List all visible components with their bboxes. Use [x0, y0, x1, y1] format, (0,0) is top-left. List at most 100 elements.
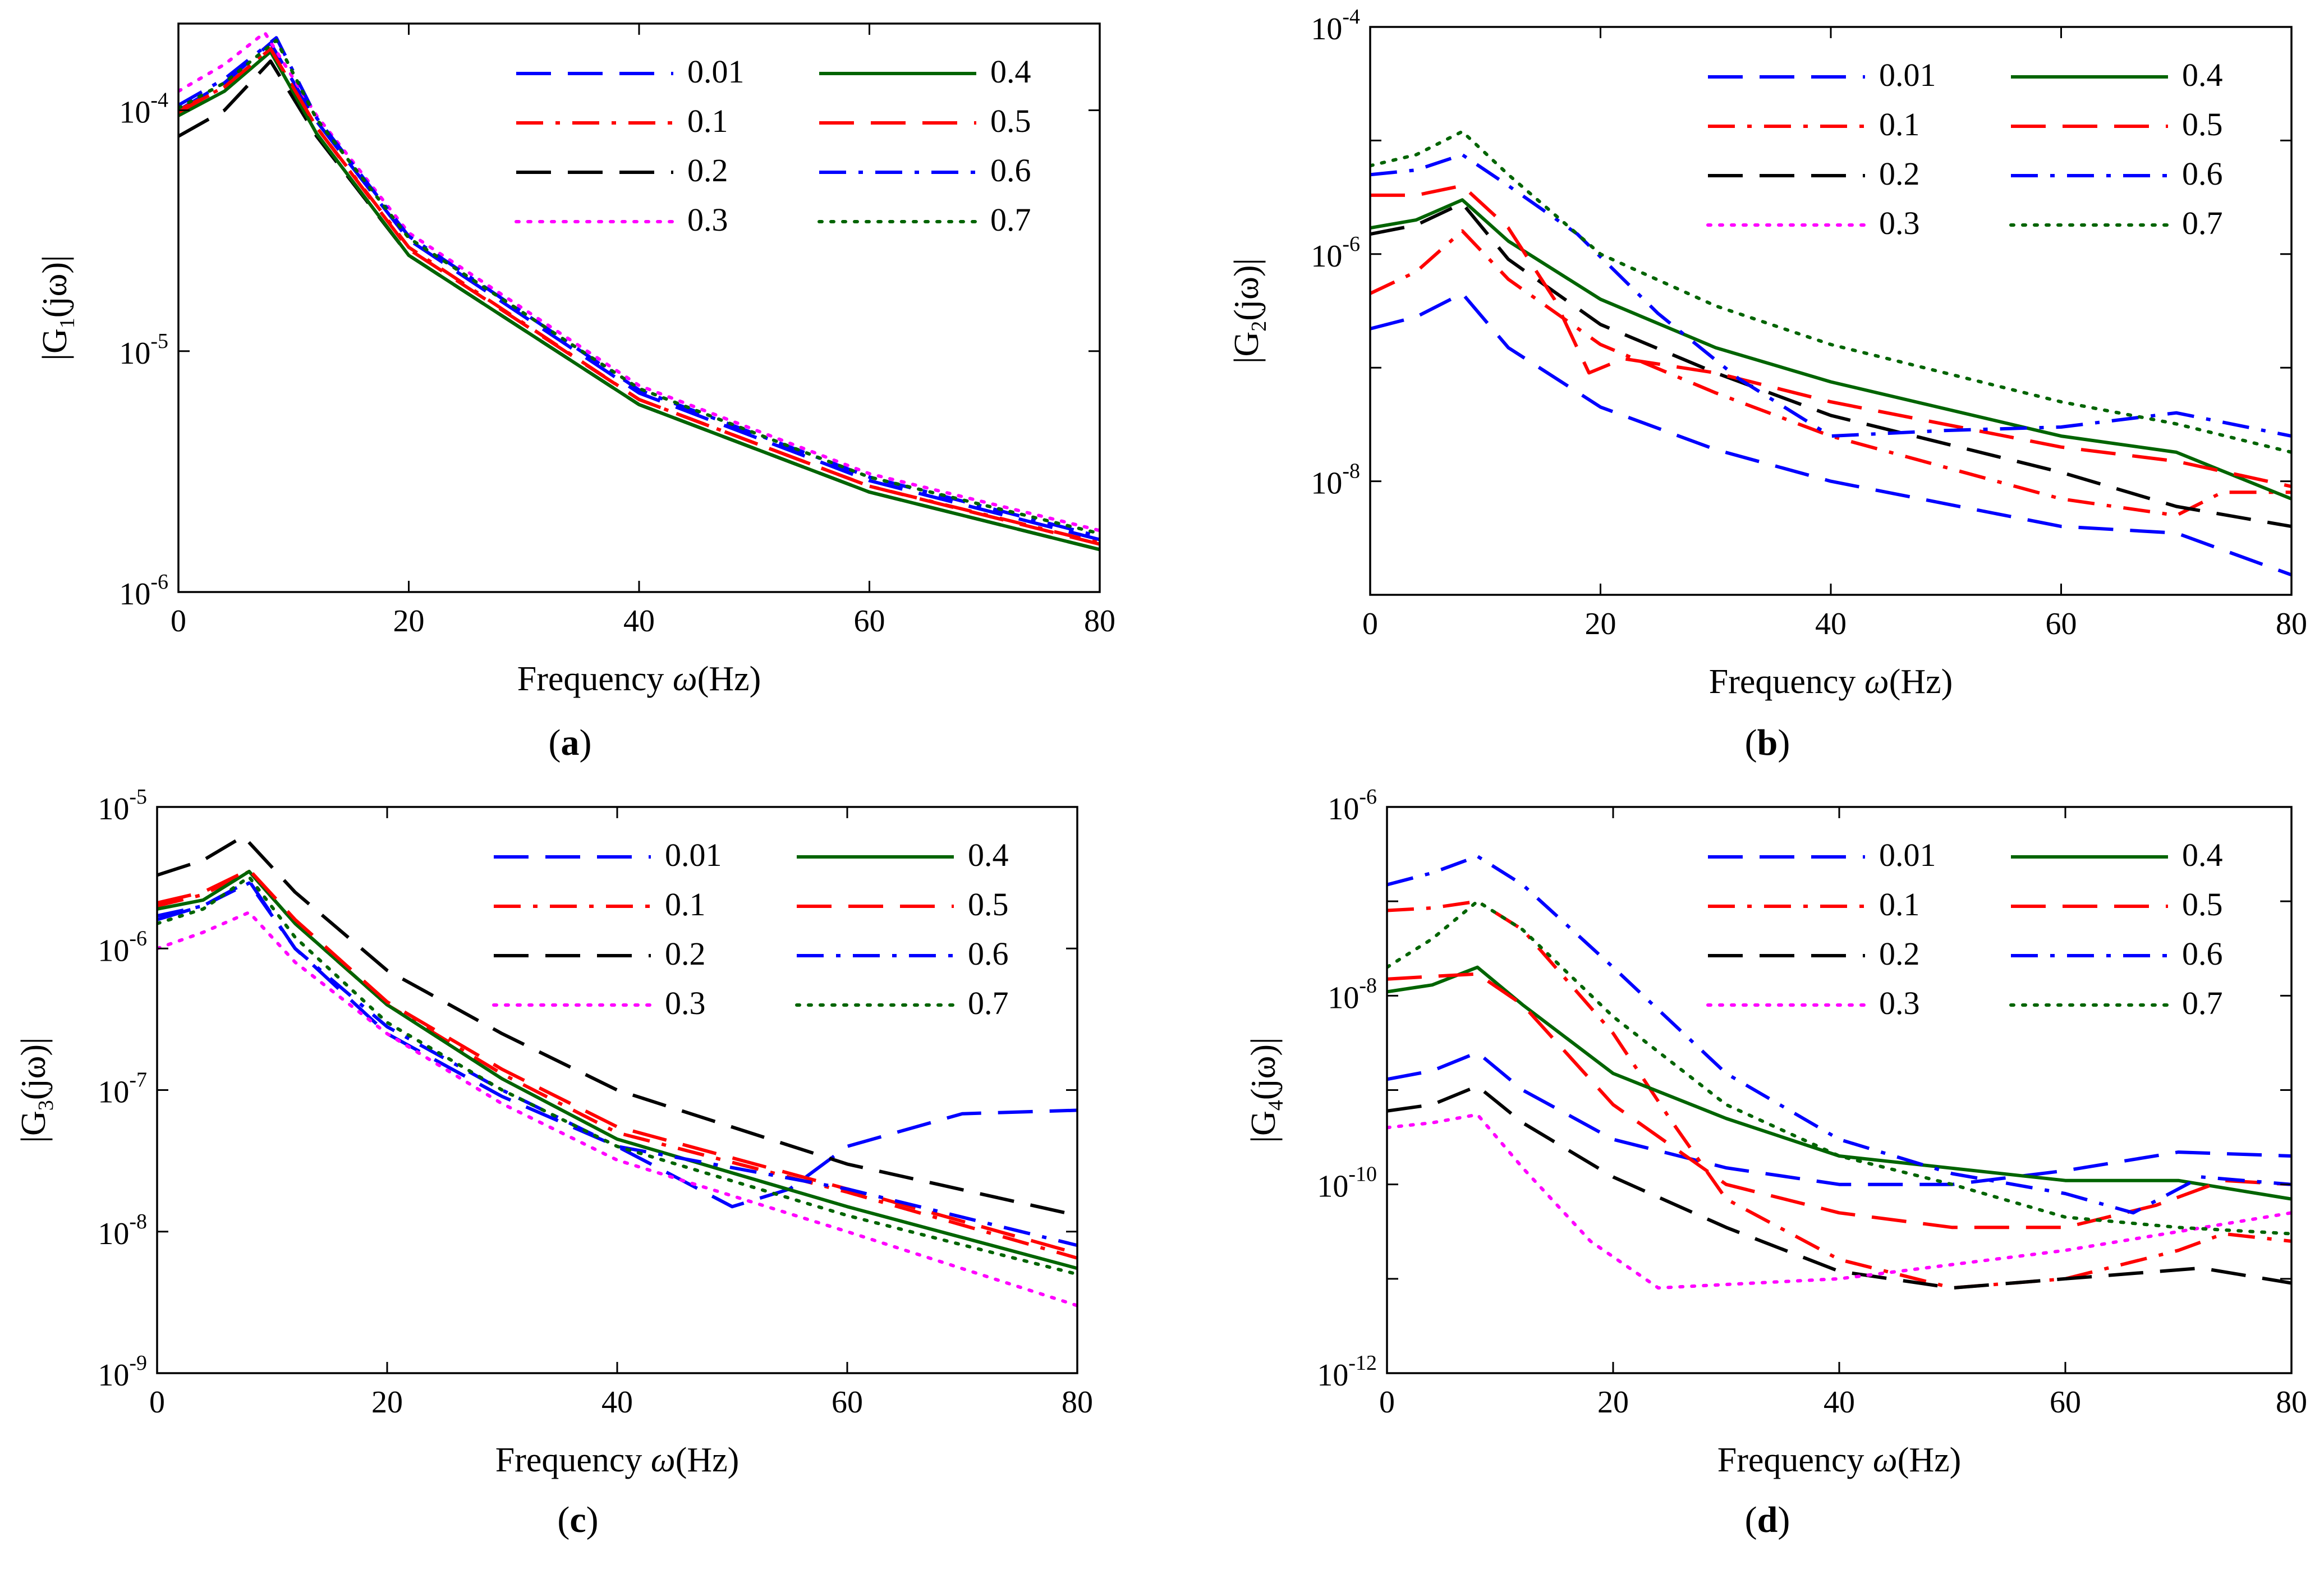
legend-label: 0.5 [2182, 886, 2223, 923]
series-line-d-0_3 [1387, 1113, 2291, 1290]
y-tick-label: 10-8 [98, 1210, 147, 1251]
series-line-c-0_01 [157, 879, 1077, 1209]
x-tick-label: 80 [1084, 604, 1115, 639]
legend-label: 0.7 [2182, 205, 2223, 241]
panel-caption-b: (b) [1745, 722, 1790, 763]
x-tick-label: 40 [1815, 607, 1847, 641]
x-tick-label: 60 [2046, 607, 2077, 641]
plot-frame-b [1369, 26, 2293, 596]
series-line-c-0_7 [157, 875, 1077, 1276]
legend-d: 0.01 0.4 0.1 0.5 0.2 0.6 0.3 0.7 [1706, 837, 2223, 1021]
x-tick-label: 40 [623, 604, 655, 639]
panel-caption-d: (d) [1745, 1499, 1790, 1540]
legend-label: 0.7 [968, 985, 1009, 1021]
series-line-b-0_2 [1370, 201, 2291, 529]
legend-label: 0.01 [1879, 837, 1936, 873]
x-axis-label: Frequency ω(Hz) [495, 1441, 740, 1479]
y-axis-label: |G1(jω)| [36, 255, 79, 361]
legend-label: 0.5 [990, 103, 1031, 139]
series-line-b-0_6 [1370, 153, 2291, 438]
x-tick-label: 80 [2276, 1385, 2307, 1420]
y-tick-label: 10-4 [1311, 5, 1360, 47]
legend-label: 0.3 [665, 985, 706, 1021]
legend-label: 0.5 [968, 886, 1009, 923]
x-tick-label: 40 [1824, 1385, 1855, 1420]
series-line-c-0_5 [157, 868, 1077, 1255]
y-tick-label: 10-4 [119, 89, 168, 130]
chart-panel-c: 0 20 40 60 80 10-9 10-8 10-7 10-6 10-5 |G3(jω)| Fre… [15, 785, 1093, 1540]
x-axis-label: Frequency ω(Hz) [1717, 1441, 1962, 1479]
legend-label: 0.2 [1879, 935, 1920, 972]
chart-panel-d: 0 20 40 60 80 10-12 10-10 10-8 10-6 |G4(jω)| Frequ… [1244, 785, 2307, 1540]
plot-frame-d [1386, 806, 2293, 1374]
series-line-d-0_2 [1387, 1084, 2291, 1290]
legend-c: 0.01 0.4 0.1 0.5 0.2 0.6 0.3 0.7 [492, 837, 1009, 1021]
legend-label: 0.4 [968, 837, 1009, 873]
series-line-d-0_1 [1387, 900, 2291, 1290]
y-tick-label: 10-6 [1311, 232, 1360, 274]
legend-label: 0.6 [2182, 935, 2223, 972]
x-axis-label: Frequency ω(Hz) [517, 660, 761, 698]
legend-label: 0.4 [2182, 837, 2223, 873]
series-line-d-0_6 [1387, 854, 2291, 1215]
y-tick-label: 10-5 [98, 785, 147, 827]
legend-a: 0.01 0.4 0.1 0.5 0.2 0.6 0.3 0.7 [515, 53, 1031, 238]
x-tick-label: 0 [1379, 1385, 1395, 1420]
legend-label: 0.3 [1879, 985, 1920, 1021]
y-tick-label: 10-10 [1317, 1163, 1377, 1204]
legend-label: 0.7 [2182, 985, 2223, 1021]
x-tick-label: 20 [1585, 607, 1616, 641]
series-line-a-0_6 [178, 36, 1100, 539]
legend-label: 0.01 [1879, 57, 1936, 93]
y-tick-label: 10-9 [98, 1351, 147, 1393]
legend-label: 0.5 [2182, 106, 2223, 143]
legend-label: 0.1 [665, 886, 706, 923]
legend-label: 0.1 [1879, 886, 1920, 923]
series-line-d-0_4 [1387, 965, 2291, 1201]
legend-label: 0.2 [665, 935, 706, 972]
y-axis-label: |G3(jω)| [15, 1038, 58, 1143]
chart-panel-a: 0 20 40 60 80 10-6 10-5 10-4 |G1(jω)| Frequency ω… [36, 22, 1115, 763]
y-axis-label: |G4(jω)| [1244, 1038, 1288, 1143]
legend-label: 0.01 [665, 837, 722, 873]
y-tick-label: 10-5 [119, 329, 168, 371]
x-axis-label: Frequency ω(Hz) [1709, 663, 1953, 701]
y-axis-label: |G2(jω)| [1228, 258, 1271, 364]
y-tick-label: 10-8 [1328, 974, 1377, 1015]
x-tick-label: 60 [832, 1385, 863, 1420]
x-tick-label: 0 [1362, 607, 1378, 641]
y-tick-label: 10-8 [1311, 460, 1360, 501]
x-tick-label: 20 [1597, 1385, 1629, 1420]
series-line-b-0_01 [1370, 292, 2291, 577]
legend-label: 0.4 [990, 53, 1031, 90]
series-line-a-0_3 [178, 31, 1100, 533]
legend-label: 0.6 [968, 935, 1009, 972]
x-tick-label: 0 [149, 1385, 165, 1420]
legend-label: 0.3 [1879, 205, 1920, 241]
legend-b: 0.01 0.4 0.1 0.5 0.2 0.6 0.3 0.7 [1706, 57, 2223, 241]
panel-caption-a: (a) [549, 722, 592, 763]
y-tick-label: 10-12 [1317, 1351, 1377, 1393]
series-line-c-0_4 [157, 870, 1077, 1270]
legend-label: 0.7 [990, 201, 1031, 238]
series-line-c-0_6 [157, 881, 1077, 1247]
panel-caption-c: (c) [557, 1499, 598, 1540]
x-tick-label: 60 [2050, 1385, 2081, 1420]
series-line-c-0_1 [157, 870, 1077, 1260]
series-line-d-0_5 [1387, 972, 2291, 1229]
legend-label: 0.1 [1879, 106, 1920, 143]
plot-frame-a [177, 22, 1101, 593]
legend-label: 0.6 [990, 152, 1031, 189]
series-line-b-0_7 [1370, 130, 2291, 454]
legend-label: 0.1 [687, 103, 728, 139]
x-tick-label: 20 [371, 1385, 403, 1420]
y-tick-label: 10-6 [119, 570, 168, 612]
legend-label: 0.4 [2182, 57, 2223, 93]
x-tick-label: 60 [854, 604, 885, 639]
series-line-a-0_7 [178, 39, 1100, 535]
legend-label: 0.3 [687, 201, 728, 238]
series-line-a-0_4 [178, 50, 1100, 552]
chart-panel-b: 0 20 40 60 80 10-8 10-6 10-4 |G2(jω)| Frequency ω… [1228, 5, 2307, 763]
legend-label: 0.2 [1879, 155, 1920, 192]
